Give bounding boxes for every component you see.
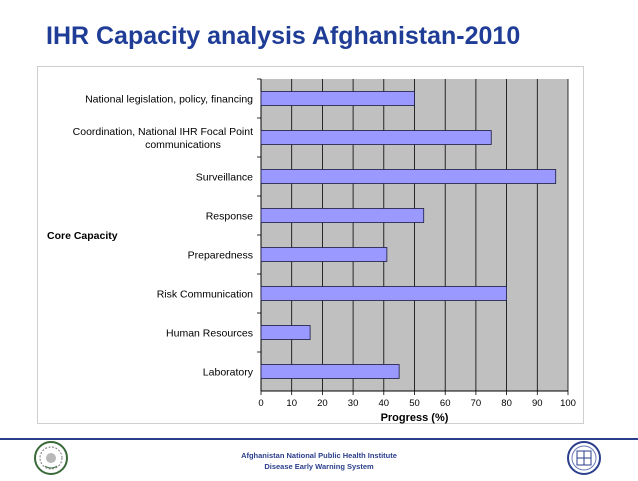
category-label: Coordination, National IHR Focal Point [73,126,253,138]
bar [260,247,388,262]
y-axis-title: Core Capacity [47,230,118,242]
x-tick-label: 80 [501,398,512,409]
bar [260,208,425,223]
x-tick-label: 60 [440,398,451,409]
anphi-emblem-icon [33,440,69,481]
footer-rule [0,438,638,440]
footer-text: Afghanistan National Public Health Insti… [0,450,638,472]
category-label: Human Resources [166,328,253,340]
x-tick-label: 40 [379,398,390,409]
x-tick-label: 10 [286,398,297,409]
slide-title: IHR Capacity analysis Afghanistan-2010 [46,22,521,50]
category-label: Response [206,211,253,223]
category-label: Surveillance [196,172,253,184]
footer-system: Disease Early Warning System [264,462,374,471]
x-tick-label: 70 [471,398,482,409]
chart-frame: 0 10 20 30 40 50 60 70 80 90 100 National legislati… [37,66,584,424]
footer-institute: Afghanistan National Public Health Insti… [241,451,397,460]
x-tick-label: 50 [409,398,420,409]
x-tick-label: 30 [348,398,359,409]
category-label: National legislation, policy, financing [85,94,253,106]
bar-chart: 0 10 20 30 40 50 60 70 80 90 100 National legislati… [47,78,576,424]
dews-emblem-icon [566,440,602,481]
category-label: Laboratory [203,367,254,379]
category-label: communications [145,139,221,151]
bar [260,286,508,301]
category-label: Preparedness [188,250,253,262]
bar [260,325,311,340]
x-tick-label: 20 [317,398,328,409]
bar [260,130,492,145]
x-axis-title: Progress (%) [381,412,449,424]
bar [260,169,557,184]
x-tick-label: 100 [560,398,576,409]
category-label: Risk Communication [157,289,253,301]
x-tick-label: 90 [532,398,543,409]
bar [260,91,415,106]
x-tick-label: 0 [258,398,263,409]
footer: Afghanistan National Public Health Insti… [0,438,638,479]
bar [260,364,400,379]
